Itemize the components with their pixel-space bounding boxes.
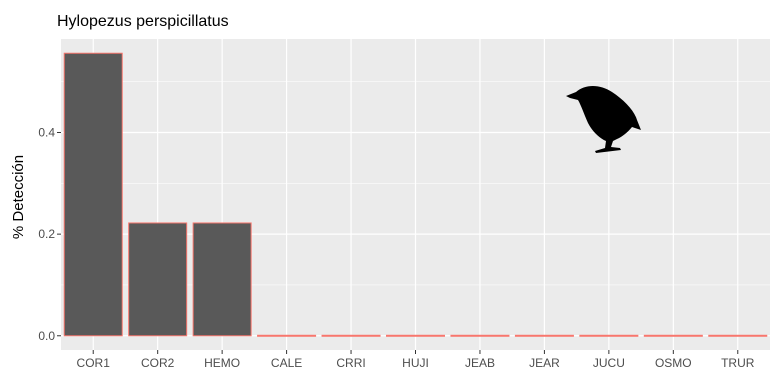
y-tick-label: 0.4: [38, 126, 55, 140]
x-tick-label-trur: TRUR: [721, 356, 755, 369]
bar-osmo: [643, 334, 703, 337]
x-tick-label-osmo: OSMO: [655, 356, 692, 369]
bars: [63, 52, 768, 337]
bar-jucu: [579, 334, 639, 337]
major-gridlines: [61, 39, 770, 350]
bar-hemo: [192, 222, 252, 337]
bar-trur: [708, 334, 768, 337]
bar-cor2: [128, 222, 188, 337]
x-tick-label-cor2: COR2: [141, 356, 175, 369]
y-tick-label: 0.0: [38, 329, 55, 343]
bar-jear: [514, 334, 574, 337]
x-tick-label-cor1: COR1: [77, 356, 111, 369]
x-tick-label-hemo: HEMO: [204, 356, 240, 369]
x-tick-label-jeab: JEAB: [465, 356, 495, 369]
bar-cor1: [63, 52, 123, 337]
bird-silhouette-icon: [566, 86, 641, 153]
bar-crri: [321, 334, 381, 337]
x-tick-label-cale: CALE: [271, 356, 302, 369]
y-axis-label: % Detección: [10, 155, 27, 239]
x-tick-label-huji: HUJI: [402, 356, 429, 369]
x-axis-ticks: COR1 COR2 HEMO CALE CRRI HUJI JEAB JEAR JUCU OSMO…: [77, 350, 755, 369]
x-tick-label-jear: JEAR: [529, 356, 560, 369]
bar-huji: [385, 334, 446, 337]
bar-jeab: [450, 334, 510, 337]
bar-cale: [257, 334, 317, 337]
x-tick-label-jucu: JUCU: [593, 356, 625, 369]
x-tick-label-crri: CRRI: [336, 356, 365, 369]
chart-title: Hylopezus perspicillatus: [57, 13, 229, 30]
y-tick-label: 0.2: [38, 227, 55, 241]
y-axis-ticks: 0.0 0.2 0.4: [38, 126, 61, 343]
